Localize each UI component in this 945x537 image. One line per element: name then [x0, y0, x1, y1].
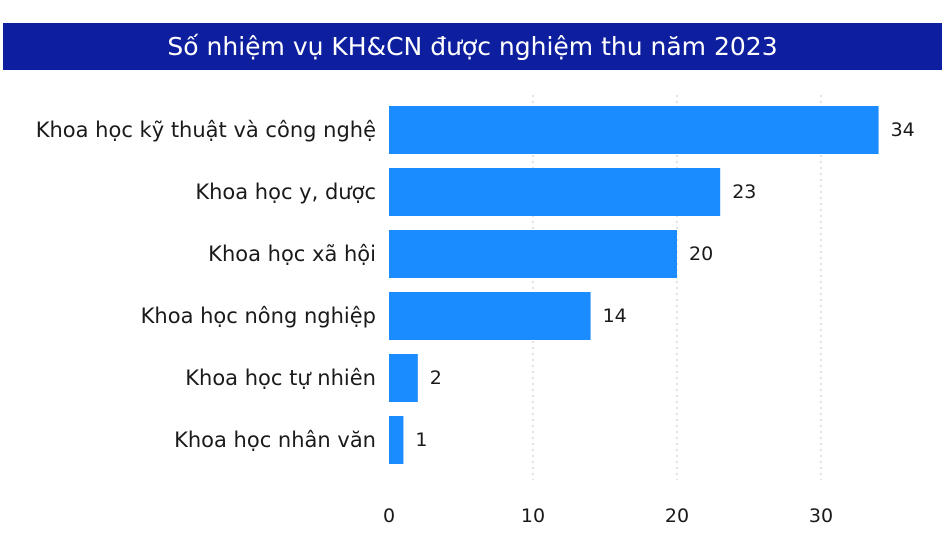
category-label: Khoa học y, dược [195, 180, 376, 204]
bars [389, 106, 879, 464]
category-label: Khoa học xã hội [208, 242, 376, 266]
value-label: 34 [891, 119, 915, 141]
value-label: 20 [689, 243, 713, 265]
value-label: 1 [415, 429, 427, 451]
category-label: Khoa học tự nhiên [185, 366, 376, 390]
bar [389, 230, 677, 278]
bar [389, 292, 591, 340]
x-tick-label: 20 [665, 505, 689, 527]
bar [389, 354, 418, 402]
x-tick-label: 30 [809, 505, 833, 527]
value-labels: 34 23 20 14 2 1 [415, 119, 914, 451]
category-label: Khoa học nhân văn [174, 428, 376, 452]
gridlines [532, 95, 822, 480]
bar [389, 416, 404, 464]
value-label: 23 [732, 181, 756, 203]
category-label: Khoa học kỹ thuật và công nghệ [36, 118, 376, 142]
x-tick-label: 0 [383, 505, 395, 527]
category-labels: Khoa học kỹ thuật và công nghệ Khoa học y… [36, 118, 376, 452]
x-axis-ticks: 0 10 20 30 [383, 505, 833, 527]
value-label: 14 [603, 305, 627, 327]
bar [389, 106, 879, 154]
bar [389, 168, 721, 216]
x-tick-label: 10 [521, 505, 545, 527]
chart-title: Số nhiệm vụ KH&CN được nghiệm thu năm 20… [3, 23, 942, 70]
value-label: 2 [430, 367, 442, 389]
category-label: Khoa học nông nghiệp [141, 304, 376, 328]
